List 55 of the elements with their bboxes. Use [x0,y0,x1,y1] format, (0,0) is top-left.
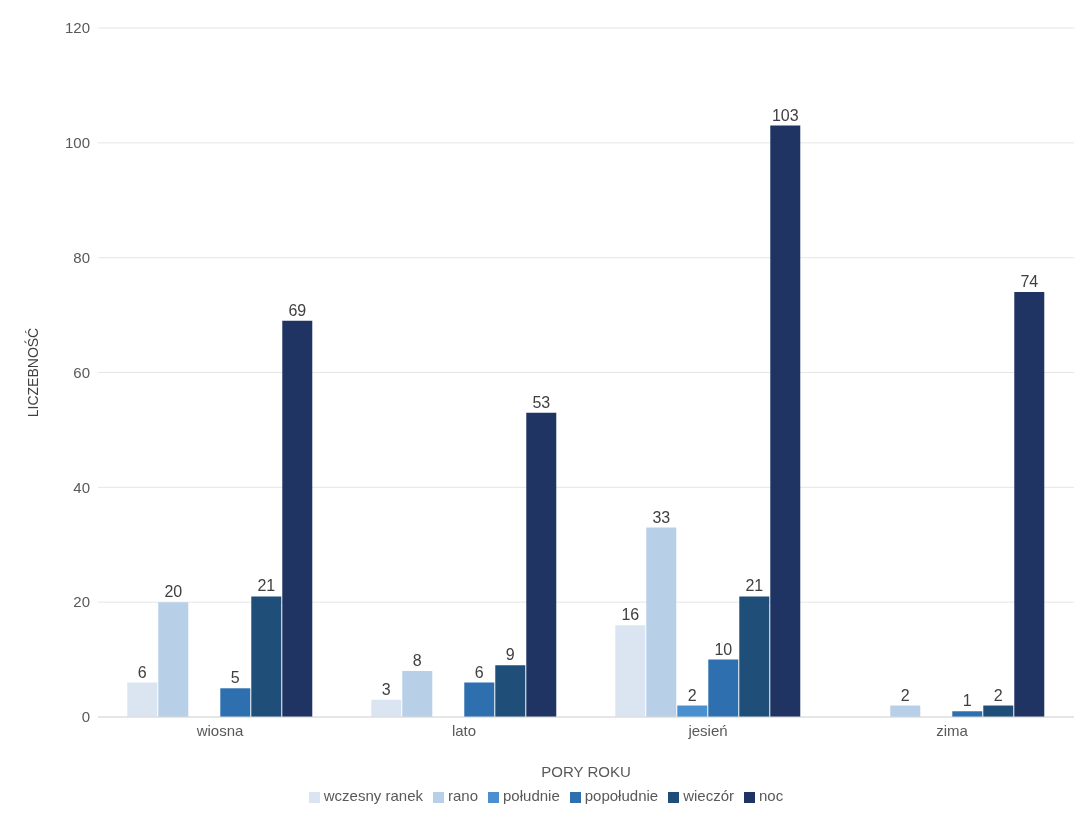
bar [739,596,770,717]
data-label: 5 [230,669,240,687]
bar [615,625,646,717]
bar [770,125,801,717]
data-label: 9 [505,646,515,664]
data-label: 2 [900,686,910,704]
data-label: 69 [288,301,307,319]
bar [251,596,282,717]
data-label: 6 [137,663,147,681]
bar [464,682,495,717]
y-tick-label: 60 [73,363,90,381]
data-label: 6 [474,663,484,681]
y-tick-label: 120 [64,19,90,37]
bar [495,665,526,717]
bar [127,682,158,717]
data-label: 74 [1020,273,1039,291]
bar [158,602,189,717]
bar [646,527,677,717]
x-tick-label: jesień [687,721,728,739]
data-label: 10 [714,640,733,658]
data-label: 2 [687,686,697,704]
y-tick-label: 0 [81,708,90,726]
legend-label: wieczór [683,787,735,804]
y-tick-label: 80 [73,248,90,266]
data-label: 16 [621,606,640,624]
data-label: 3 [381,680,391,698]
bar [402,671,433,717]
legend-label: noc [759,787,784,804]
y-tick-label: 20 [73,593,90,611]
x-axis-title: PORY ROKU [541,763,631,780]
legend-label: rano [448,787,479,804]
legend-label: południe [503,787,560,804]
data-label: 21 [257,577,276,595]
bar [526,412,557,717]
data-label: 2 [993,686,1003,704]
bar [220,688,251,717]
x-tick-label: wiosna [195,721,244,739]
data-label: 53 [532,393,551,411]
data-label: 21 [745,577,764,595]
y-tick-label: 40 [73,478,90,496]
data-label: 20 [164,583,183,601]
y-axis-title: LICZEBNOŚĆ [23,327,41,418]
y-tick-label: 100 [64,134,90,152]
data-label: 103 [771,106,799,124]
bar [371,699,402,717]
legend-label: popołudnie [584,787,659,804]
legend-label: wczesny ranek [323,787,423,804]
data-label: 33 [652,508,671,526]
x-tick-label: lato [451,721,477,739]
data-label: 1 [962,692,972,710]
bar [708,659,739,717]
x-tick-label: zima [936,721,969,739]
data-label: 8 [412,652,422,670]
bar [282,320,313,717]
bar [1014,292,1045,717]
